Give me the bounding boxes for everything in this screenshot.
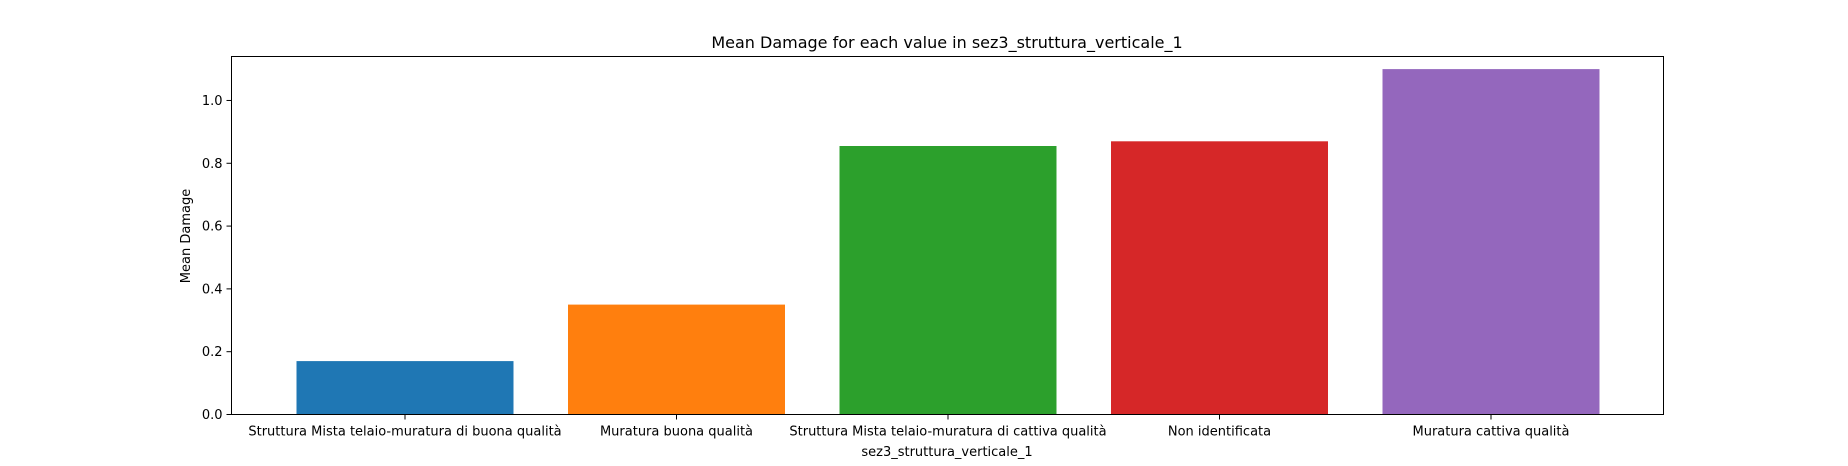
- x-tick-label: Muratura cattiva qualità: [1412, 425, 1569, 440]
- bar-2: [568, 304, 785, 415]
- y-tick-label: 0.6: [202, 220, 223, 235]
- y-axis: 0.0 0.2 0.4 0.6 0.8 1.0: [202, 94, 232, 423]
- x-tick-label: Struttura Mista telaio-muratura di buona…: [248, 425, 561, 440]
- y-tick-label: 0.2: [202, 345, 223, 360]
- x-axis-label: sez3_struttura_verticale_1: [861, 445, 1032, 460]
- plot-frame: [231, 56, 1664, 415]
- y-axis-label: Mean Damage: [179, 189, 194, 283]
- bar-1: [296, 361, 514, 415]
- y-tick-label: 1.0: [202, 94, 223, 109]
- x-tick-label: Non identificata: [1168, 425, 1271, 440]
- chart-title: Mean Damage for each value in sez3_strut…: [711, 33, 1182, 53]
- bar-4: [1111, 141, 1328, 415]
- bar-5: [1382, 69, 1600, 415]
- bar-3: [839, 146, 1057, 415]
- y-tick-label: 0.0: [202, 408, 223, 423]
- x-axis: Struttura Mista telaio-muratura di buona…: [248, 414, 1570, 440]
- x-tick-label: Muratura buona qualità: [600, 425, 753, 440]
- y-tick-label: 0.8: [202, 157, 223, 172]
- bars-group: [296, 69, 1600, 415]
- x-tick-label: Struttura Mista telaio-muratura di catti…: [789, 425, 1106, 440]
- y-tick-label: 0.4: [202, 282, 223, 297]
